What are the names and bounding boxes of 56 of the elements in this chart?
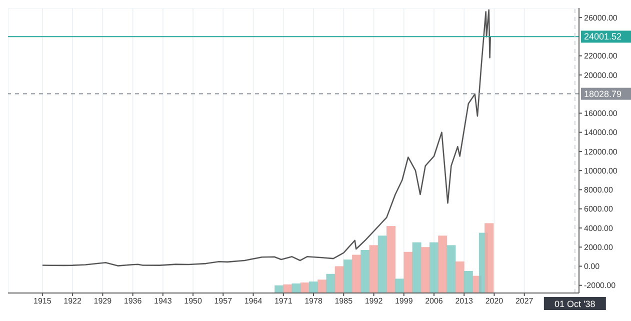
x-tick-label: 1929 — [94, 296, 112, 306]
y-tick-label: 14000.00 — [584, 128, 618, 138]
x-tick-label: 1943 — [154, 296, 172, 306]
y-tick-label: -2000.00 — [584, 281, 616, 290]
x-tick-label: 1964 — [244, 296, 263, 306]
bar — [283, 284, 292, 293]
x-tick-label: 2013 — [455, 296, 474, 306]
y-tick-label: 12000.00 — [584, 147, 618, 156]
ref-line-label: 01 Oct '38 — [554, 299, 596, 309]
x-tick-label: 1999 — [394, 296, 414, 306]
bar — [404, 252, 413, 293]
bar — [378, 236, 387, 293]
bar — [343, 260, 352, 293]
x-tick-label: 2027 — [515, 296, 534, 306]
x-tick-label: 1936 — [124, 296, 142, 306]
y-tick-label: 10000.00 — [584, 166, 618, 176]
bar — [334, 266, 344, 293]
x-tick-label: 1992 — [364, 296, 384, 306]
bar — [326, 274, 336, 293]
x-tick-label: 1978 — [304, 296, 323, 306]
x-tick-label: 1971 — [274, 296, 293, 306]
y-tick-label: 4000.00 — [584, 224, 614, 233]
bar — [352, 254, 362, 293]
y-tick-label: 20000.00 — [584, 70, 618, 80]
bar — [318, 280, 327, 293]
y-tick-label: 26000.00 — [584, 13, 618, 22]
bar — [429, 242, 438, 293]
x-tick-label: 1915 — [34, 296, 52, 306]
x-tick-label: 1950 — [184, 296, 202, 306]
line-series — [42, 9, 492, 266]
bar — [369, 245, 378, 293]
y-tick-label: 16000.00 — [584, 109, 618, 118]
bar — [438, 236, 448, 293]
x-tick-label: 1957 — [214, 296, 233, 306]
bar — [360, 250, 370, 293]
y-tick-label: 2000.00 — [584, 242, 614, 252]
ref-line-label: 18028.79 — [584, 88, 622, 99]
bar — [309, 282, 318, 293]
y-tick-label: 6000.00 — [584, 204, 614, 214]
x-tick-label: 2006 — [425, 296, 444, 306]
ref-line-label: 24001.52 — [584, 32, 622, 42]
y-tick-label: 22000.00 — [584, 52, 618, 61]
bar — [420, 247, 430, 293]
x-tick-label: 1985 — [334, 296, 354, 306]
bar — [484, 223, 494, 293]
x-tick-label: 1922 — [64, 296, 82, 306]
bar — [395, 278, 404, 293]
y-tick-label: 8000.00 — [584, 186, 614, 195]
bar — [455, 261, 464, 293]
bar — [412, 242, 422, 293]
bar — [446, 245, 456, 293]
bar — [300, 282, 310, 293]
y-tick-label: 0.00 — [584, 262, 600, 272]
x-tick-label: 2020 — [485, 296, 504, 306]
bar — [386, 226, 396, 293]
bar — [464, 271, 473, 293]
